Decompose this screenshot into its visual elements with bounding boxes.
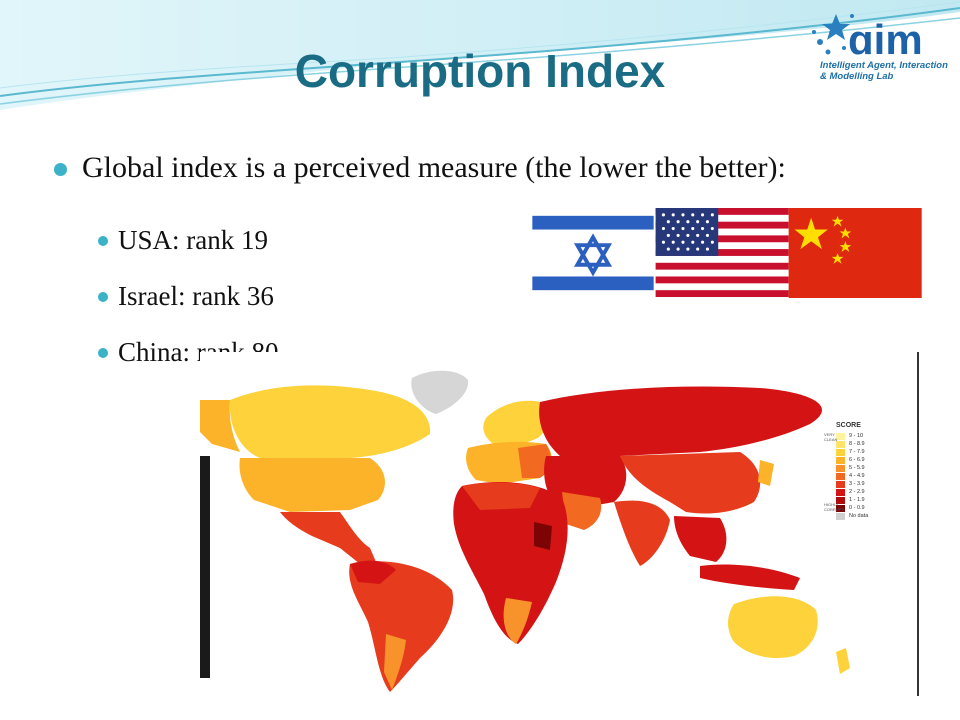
legend-swatch — [836, 472, 845, 480]
north-america-canada-region — [229, 385, 431, 458]
legend-swatch — [836, 480, 845, 488]
southeast-asia-region — [674, 516, 727, 562]
legend-label: 7 - 7.9 — [849, 449, 865, 455]
legend-rows: 9 - 10 8 - 8.9 7 - 7.9 6 - 6.9 5 - 5.9 4 - 4.… — [836, 432, 906, 520]
legend-row: 5 - 5.9 — [836, 464, 906, 472]
legend-swatch — [836, 448, 845, 456]
legend-label: 3 - 3.9 — [849, 481, 865, 487]
legend-row: 3 - 3.9 — [836, 480, 906, 488]
legend-label: 6 - 6.9 — [849, 457, 865, 463]
legend-row: 0 - 0.9 — [836, 504, 906, 512]
legend-swatch — [836, 456, 845, 464]
greenland-region — [411, 370, 469, 414]
legend-row: 4 - 4.9 — [836, 472, 906, 480]
scandinavia-region — [483, 400, 549, 446]
world-corruption-map — [200, 352, 920, 696]
slide-title: Corruption Index — [294, 45, 666, 97]
legend-row: 2 - 2.9 — [836, 488, 906, 496]
china-region — [620, 452, 761, 514]
china-flag — [788, 208, 922, 298]
flag-strip — [532, 208, 922, 298]
main-bullet: Global index is a perceived measure (the… — [50, 150, 870, 186]
header-wave-decoration — [0, 0, 960, 110]
legend-swatch — [836, 440, 845, 448]
legend-title: SCORE — [836, 422, 861, 429]
legend-bottom-label: HIGHLY CORRUPT — [824, 502, 844, 512]
legend-label: 0 - 0.9 — [849, 505, 865, 511]
map-legend: SCORE VERY CLEAN HIGHLY CORRUPT 9 - 10 8 … — [824, 422, 906, 520]
legend-row: 8 - 8.9 — [836, 440, 906, 448]
logo-subtitle-line2: & Modelling Lab — [820, 71, 894, 82]
legend-label: 9 - 10 — [849, 433, 864, 439]
legend-swatch — [836, 432, 845, 440]
legend-label: 8 - 8.9 — [849, 441, 865, 447]
aim-lab-logo: ɑim — [812, 14, 923, 63]
central-america-region — [280, 512, 376, 564]
legend-label: 4 - 4.9 — [849, 473, 865, 479]
south-america-region — [349, 561, 454, 692]
logo-subtitle-line1: Intelligent Agent, Interaction — [820, 60, 948, 71]
logo-subtitle: Intelligent Agent, Interaction & Modelli… — [820, 60, 960, 82]
legend-swatch — [836, 464, 845, 472]
africa-region — [453, 482, 568, 644]
legend-swatch — [836, 512, 845, 520]
legend-label: 1 - 1.9 — [849, 497, 865, 503]
legend-swatch — [836, 504, 845, 512]
australia-region — [728, 596, 818, 659]
usa-region — [239, 458, 385, 512]
sub-bullet-usa: USA: rank 19 — [50, 224, 870, 268]
legend-row: No data — [836, 512, 906, 520]
legend-label: No data — [849, 513, 869, 519]
legend-swatch — [836, 496, 845, 504]
legend-label: 5 - 5.9 — [849, 465, 865, 471]
israel-flag — [532, 209, 654, 297]
legend-row: 9 - 10 — [836, 432, 906, 440]
legend-row: 7 - 7.9 — [836, 448, 906, 456]
india-region — [614, 500, 670, 566]
logo-mark: ɑim — [848, 16, 923, 63]
russia-region — [539, 386, 822, 456]
legend-row: 6 - 6.9 — [836, 456, 906, 464]
legend-row: 1 - 1.9 — [836, 496, 906, 504]
usa-flag — [655, 208, 789, 298]
legend-top-label: VERY CLEAN — [824, 432, 838, 442]
legend-swatch — [836, 488, 845, 496]
legend-label: 2 - 2.9 — [849, 489, 865, 495]
sub-bullet-israel: Israel: rank 36 — [50, 280, 870, 324]
